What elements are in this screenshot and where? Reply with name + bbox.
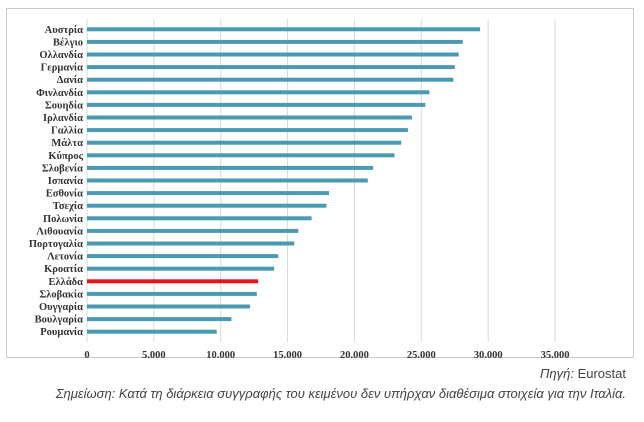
bar (87, 203, 327, 208)
category-label: Φινλανδία (36, 88, 83, 99)
cropped-title-remnant (120, 0, 540, 6)
category-label: Ρουμανία (40, 327, 83, 338)
bar (87, 291, 257, 296)
bar (87, 241, 295, 246)
bar (87, 216, 312, 221)
category-label: Ισπανία (48, 176, 83, 187)
bar (87, 191, 330, 196)
x-tick-label: 20.000 (340, 350, 369, 359)
chart-frame: Αυστρία Βέλγιο Ολλανδία Γερμανία Δανία Φινλαν… (6, 8, 634, 359)
category-label: Εσθονία (46, 189, 83, 200)
category-label: Βουλγαρία (35, 315, 84, 326)
category-label: Κύπρος (48, 151, 83, 162)
category-label: Ολλανδία (39, 50, 83, 61)
x-tick-label: 35.000 (541, 350, 570, 359)
bar (87, 153, 395, 158)
bar (87, 39, 463, 44)
category-label: Δανία (57, 75, 83, 86)
category-label: Γαλλία (51, 126, 83, 137)
category-label: Τσεχία (53, 201, 83, 212)
category-label: Σουηδία (45, 100, 83, 111)
bar (87, 128, 408, 133)
source-value: Eurostat (577, 366, 626, 381)
category-label: Λετονία (47, 252, 83, 263)
bar (87, 317, 232, 322)
bar (87, 27, 481, 32)
bar (87, 178, 368, 183)
x-tick-label: 0 (84, 350, 89, 359)
category-label: Σλοβακία (39, 289, 83, 300)
bar-highlight (87, 279, 259, 284)
category-label: Πορτογαλία (29, 239, 83, 250)
bar (87, 140, 402, 145)
x-tick-label: 10.000 (206, 350, 235, 359)
x-tick-labels: 0 5.000 10.000 15.000 20.000 25.000 30.000 35.0… (84, 350, 569, 359)
bar (87, 102, 426, 107)
category-label: Πολωνία (43, 214, 83, 225)
category-label: Ουγγαρία (39, 302, 83, 313)
category-label: Μάλτα (51, 138, 83, 149)
x-tick-label: 25.000 (407, 350, 436, 359)
x-tick-label: 5.000 (142, 350, 166, 359)
bar (87, 228, 299, 233)
category-label: Γερμανία (41, 63, 84, 74)
category-label: Κροατία (44, 264, 83, 275)
bar (87, 115, 412, 120)
bar (87, 329, 217, 334)
category-label: Σλοβενία (42, 163, 83, 174)
category-label: Αυστρία (45, 25, 83, 36)
bars (87, 27, 481, 334)
bar (87, 52, 459, 57)
x-tick-label: 30.000 (474, 350, 503, 359)
category-label: Ελλάδα (49, 277, 84, 288)
bar (87, 77, 454, 82)
category-label: Λιθουανία (36, 226, 83, 237)
bar (87, 90, 430, 95)
bar (87, 254, 279, 259)
bar (87, 304, 251, 309)
bar (87, 165, 374, 170)
source-label: Πηγή: (539, 366, 574, 381)
bar (87, 65, 455, 70)
category-label: Βέλγιο (53, 37, 83, 48)
source-credit: Πηγή: Eurostat (540, 366, 626, 381)
bar (87, 266, 275, 271)
x-tick-label: 15.000 (273, 350, 302, 359)
footnote: Σημείωση: Κατά τη διάρκεια συγγραφής του… (55, 386, 626, 401)
category-label: Ιρλανδία (43, 113, 83, 124)
